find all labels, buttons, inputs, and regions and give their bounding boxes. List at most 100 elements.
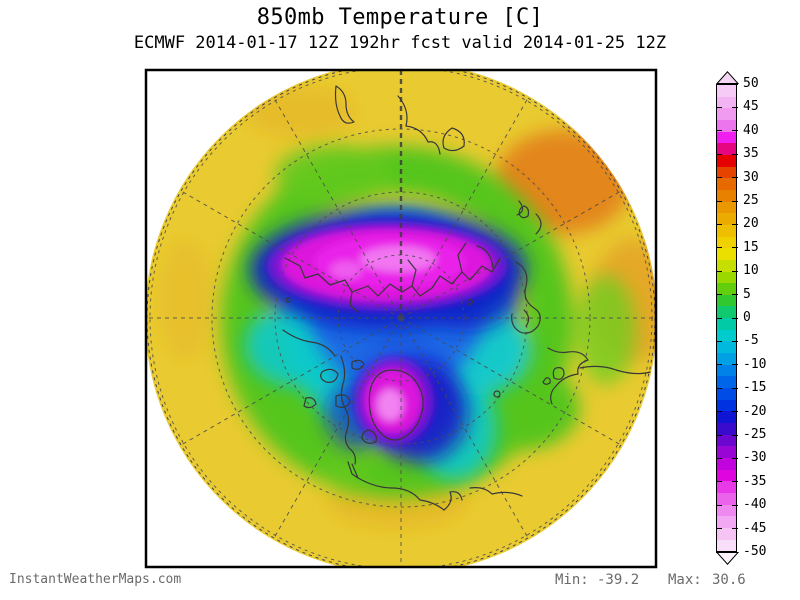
colorbar-tick (716, 411, 722, 413)
max-label: Max: (668, 572, 702, 588)
colorbar-tick-label: -50 (743, 544, 767, 559)
colorbar-segment (717, 213, 736, 225)
colorbar-segment (717, 283, 736, 295)
colorbar-tick (732, 294, 738, 296)
colorbar-segment (717, 108, 736, 120)
colorbar-segment (717, 318, 736, 330)
colorbar-tick (732, 387, 738, 389)
colorbar-segment (717, 341, 736, 354)
colorbar-tick-label: -25 (743, 427, 767, 442)
colorbar-tick-label: -10 (743, 356, 767, 372)
colorbar-tick-label: -45 (743, 520, 767, 536)
colorbar-segment (717, 399, 736, 412)
coastlines (282, 85, 651, 511)
colorbar-tick-label: 20 (743, 216, 759, 232)
colorbar-tick (732, 270, 738, 272)
colorbar-tick (732, 434, 738, 436)
colorbar-tick (732, 153, 738, 155)
colorbar-tick (716, 270, 722, 272)
page-title: 850mb Temperature [C] (256, 5, 544, 30)
colorbar-tick-label: -30 (743, 450, 767, 466)
colorbar-arrow-down-icon (716, 552, 739, 565)
graticule (146, 70, 656, 567)
colorbar-segment (717, 178, 736, 190)
colorbar-segment (717, 248, 736, 260)
colorbar-tick (732, 364, 738, 366)
min-label: Min: (555, 572, 589, 588)
colorbar-tick-label: -35 (743, 473, 767, 489)
colorbar-segment (717, 271, 736, 284)
colorbar-segment (717, 516, 736, 528)
colorbar-tick-label: 45 (743, 99, 759, 115)
colorbar-tick-label: 0 (743, 310, 751, 325)
colorbar-segment (717, 329, 736, 342)
forecast-subtitle: ECMWF 2014-01-17 12Z 192hr fcst valid 20… (133, 33, 667, 53)
colorbar-segment (717, 458, 736, 470)
colorbar-segment (717, 469, 736, 482)
colorbar-tick (716, 294, 722, 296)
colorbar-segment (717, 224, 736, 237)
colorbar-tick-label: -15 (743, 380, 767, 396)
colorbar-segment (717, 96, 736, 109)
colorbar-tick (716, 340, 722, 342)
colorbar-tick (732, 528, 738, 530)
colorbar-segment (717, 85, 736, 97)
colorbar-tick (716, 457, 722, 459)
colorbar-segment (717, 388, 736, 400)
colorbar-tick-label: 25 (743, 193, 759, 208)
colorbar-tick (716, 106, 722, 108)
colorbar-tick (716, 481, 722, 483)
colorbar-tick (716, 153, 722, 155)
colorbar-tick (716, 247, 722, 249)
colorbar-tick (732, 317, 738, 319)
colorbar-tick (732, 481, 738, 483)
colorbar-tick (716, 130, 722, 132)
colorbar-tick (716, 223, 722, 225)
colorbar-tick (716, 434, 722, 436)
colorbar-tick (732, 200, 738, 202)
colorbar-tick (732, 130, 738, 132)
colorbar-tick (732, 106, 738, 108)
colorbar-segment (717, 364, 736, 377)
colorbar-tick (716, 528, 722, 530)
colorbar-tick-label: 5 (743, 286, 751, 302)
temperature-colorbar: 50 45 40 35 30 25 20 15 10 5 0 -5 -10 -15 -20 -25 -30 -35… (716, 71, 796, 571)
colorbar-segment (717, 434, 736, 447)
max-value: 30.6 (712, 572, 746, 588)
colorbar-tick-label: 30 (743, 169, 759, 185)
colorbar-tick-label: 10 (743, 263, 759, 279)
colorbar-segment (717, 189, 736, 202)
colorbar-segment (717, 201, 736, 214)
colorbar-tick-label: 40 (743, 122, 759, 138)
colorbar-segment (717, 131, 736, 144)
colorbar-tick (716, 551, 722, 553)
colorbar-segment (717, 166, 736, 179)
colorbar-tick-label: 15 (743, 239, 759, 255)
colorbar-segment (717, 492, 736, 505)
colorbar-tick (716, 200, 722, 202)
colorbar-tick (732, 247, 738, 249)
colorbar-segment (717, 423, 736, 435)
colorbar-tick (716, 364, 722, 366)
colorbar-tick-label: 35 (743, 146, 759, 162)
colorbar-segment (717, 376, 736, 389)
colorbar-tick (732, 340, 738, 342)
min-value: -39.2 (597, 572, 640, 588)
colorbar-tick (732, 83, 738, 85)
colorbar-segment (717, 294, 736, 307)
colorbar-tick (732, 551, 738, 553)
colorbar-tick (716, 504, 722, 506)
colorbar-segment (717, 306, 736, 319)
colorbar-tick-label: -20 (743, 403, 767, 419)
temperature-field (146, 70, 656, 567)
colorbar-tick (716, 177, 722, 179)
colorbar-tick (716, 387, 722, 389)
colorbar-tick (732, 223, 738, 225)
site-credit: InstantWeatherMaps.com (9, 572, 182, 587)
colorbar-segment (717, 411, 736, 424)
colorbar-segment (717, 236, 736, 249)
colorbar-segment (717, 481, 736, 493)
colorbar-segment (717, 154, 736, 167)
colorbar-tick (716, 317, 722, 319)
